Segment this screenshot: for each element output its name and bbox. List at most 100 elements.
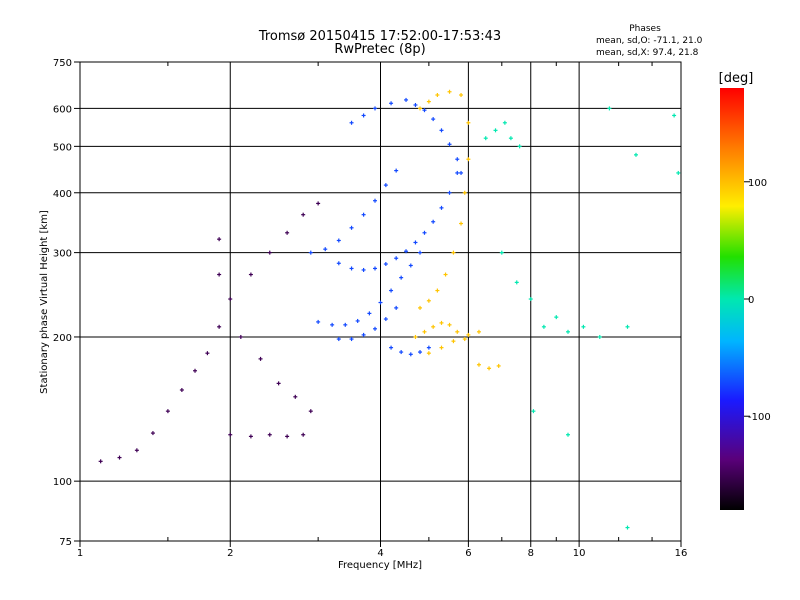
data-point [217,272,222,277]
data-point [439,205,444,210]
data-point [439,320,444,325]
data-point [418,106,423,111]
data-point [378,300,383,305]
data-point [301,212,306,217]
data-point [496,363,501,368]
data-point [394,256,399,261]
x-axis-label: Frequency [MHz] [338,560,422,571]
data-point [349,337,354,342]
data-point [633,152,638,157]
data-point [431,219,436,224]
data-point [462,190,467,195]
scatter-points [98,89,681,530]
data-point [531,409,536,414]
data-point [165,409,170,414]
colorbar [720,88,744,510]
data-point [355,318,360,323]
y-tick-label: 750 [53,58,72,69]
data-point [466,157,471,162]
data-point [389,345,394,350]
data-point [150,431,155,436]
legend-line-o: mean, sd,O: -71.1, 21.0 [596,36,703,46]
data-point [217,237,222,242]
data-point [418,250,423,255]
x-tick-label: 8 [528,548,534,559]
data-point [394,305,399,310]
data-point [267,250,272,255]
data-point [389,101,394,106]
y-tick-label: 200 [53,333,72,344]
data-point [336,261,341,266]
data-point [193,368,198,373]
data-point [308,250,313,255]
data-point [404,249,409,254]
data-point [493,128,498,133]
data-point [508,136,513,141]
y-tick-label: 100 [53,477,72,488]
x-tick-label: 2 [227,548,233,559]
data-point [439,345,444,350]
data-point [462,337,467,342]
data-point [408,352,413,357]
data-point [502,120,507,125]
data-point [361,113,366,118]
data-point [373,266,378,271]
data-point [435,92,440,97]
data-point [426,351,431,356]
data-point [383,183,388,188]
data-point [451,250,456,255]
data-point [566,432,571,437]
data-point [413,334,418,339]
y-tick-label: 500 [53,142,72,153]
chart-subtitle: RwPretec (8p) [334,42,425,57]
y-tick-label: 400 [53,189,72,200]
data-point [336,238,341,243]
data-point [248,272,253,277]
axis-ticks: 1 2 4 6 8 10 16 75 100 200 300 400 500 600 750 [53,58,687,559]
data-point [447,190,452,195]
data-point [426,298,431,303]
colorbar-tick-label: -100 [748,412,771,423]
data-point [408,263,413,268]
data-point [336,337,341,342]
data-point [451,339,456,344]
data-point [248,434,253,439]
data-point [422,230,427,235]
data-point [431,324,436,329]
data-point [517,144,522,149]
data-point [179,387,184,392]
data-point [439,128,444,133]
data-point [466,120,471,125]
data-point [316,201,321,206]
data-point [418,350,423,355]
data-point [459,170,464,175]
data-point [426,345,431,350]
y-axis-label: Stationary phase Virtual Height [km] [39,210,50,394]
data-point [554,315,559,320]
data-point [404,97,409,102]
data-point [343,322,348,327]
data-point [459,92,464,97]
data-point [422,108,427,113]
data-point [413,102,418,107]
data-point [597,334,602,339]
y-tick-label: 600 [53,104,72,115]
data-point [443,272,448,277]
data-point [117,455,122,460]
chart-title: Tromsø 20150415 17:52:00-17:53:43 [258,29,501,44]
data-point [349,266,354,271]
data-point [447,89,452,94]
data-point [330,322,335,327]
data-point [323,247,328,252]
legend-line-x: mean, sd,X: 97.4, 21.8 [596,48,699,58]
data-point [625,324,630,329]
data-point [455,157,460,162]
data-point [581,324,586,329]
x-tick-label: 4 [377,548,383,559]
data-point [276,381,281,386]
data-point [528,297,533,302]
data-point [301,432,306,437]
gridlines [80,62,681,541]
data-point [514,280,519,285]
data-point [672,113,677,118]
